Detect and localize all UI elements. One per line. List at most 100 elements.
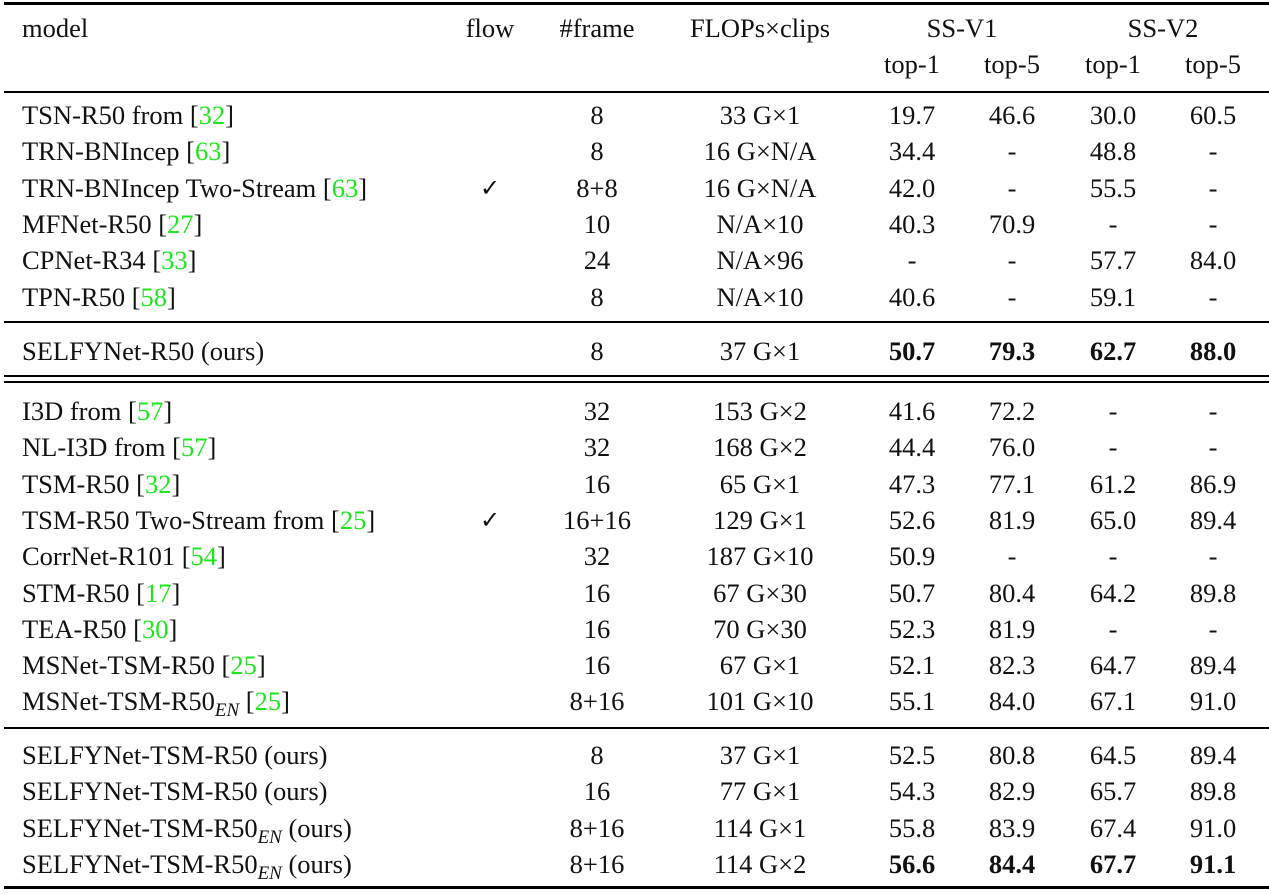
model-cell: TSM-R50 Two-Stream from [25] [22, 502, 375, 538]
v1-top1-cell: 42.0 [888, 172, 936, 203]
cite-bracket-open: [ [245, 686, 255, 717]
v2-top5-cell: 88.0 [1189, 336, 1237, 366]
v1-top1-cell: 56.6 [888, 848, 936, 879]
v2-top5-cell: - [1208, 136, 1218, 167]
cite-bracket-close: ] [193, 208, 203, 239]
frame-cell: 16 [583, 577, 611, 608]
v2-top1-cell: 65.7 [1089, 776, 1137, 807]
model-cell: MSNet-TSM-R50 [25] [22, 647, 266, 683]
v1-top5-cell: 84.0 [988, 686, 1036, 717]
v1-top1-cell: 41.6 [888, 396, 936, 426]
table-row: MFNet-R50 [27] 10 N/A×10 40.3 70.9 - - [0, 206, 1269, 242]
header-flops: FLOPs×clips [689, 13, 831, 43]
cite-bracket-close: ] [187, 245, 197, 276]
cite-bracket-open: [ [221, 650, 231, 681]
model-cell: SELFYNet-TSM-R50EN (ours) [22, 810, 352, 850]
table-row: I3D from [57] 32 153 G×2 41.6 72.2 - - [0, 393, 1269, 429]
citation-link: 25 [254, 686, 282, 717]
cite-bracket-open: [ [152, 245, 162, 276]
model-cell: STM-R50 [17] [22, 575, 180, 611]
citation-link: 63 [194, 136, 222, 167]
v1-top1-cell: 19.7 [888, 100, 936, 130]
table-row: TSN-R50 from [32] 8 33 G×1 19.7 46.6 30.0 60.5 [0, 97, 1269, 133]
v2-top5-cell: 89.4 [1189, 504, 1237, 535]
v1-top1-cell: - [907, 245, 917, 276]
v2-top1-cell: 48.8 [1089, 136, 1137, 167]
header-ssv2-top1: top-1 [1085, 49, 1141, 79]
v2-top5-cell: 89.8 [1189, 776, 1237, 807]
table-row: TEA-R50 [30] 16 70 G×30 52.3 81.9 - - [0, 611, 1269, 647]
group-rule-1 [4, 321, 1269, 323]
table-row: SELFYNet-TSM-R50 (ours) 8 37 G×1 52.5 80.8 64… [0, 737, 1269, 773]
v2-top1-cell: - [1108, 541, 1118, 572]
frame-cell: 16 [583, 613, 611, 644]
citation-link: 63 [331, 172, 359, 203]
v1-top5-cell: 80.4 [988, 577, 1036, 608]
model-name: CorrNet-R101 [22, 541, 182, 572]
v2-top5-cell: 89.4 [1189, 740, 1237, 770]
v1-top1-cell: 40.6 [888, 281, 936, 312]
v1-top1-cell: 52.1 [888, 650, 936, 681]
frame-cell: 8 [590, 100, 604, 130]
table-row: TSM-R50 [32] 16 65 G×1 47.3 77.1 61.2 86.9 [0, 466, 1269, 502]
header-ssv2-top5: top-5 [1185, 49, 1241, 79]
frame-cell: 16 [583, 776, 611, 807]
v2-top5-cell: - [1208, 208, 1218, 239]
model-cell: I3D from [57] [22, 393, 172, 429]
v2-top1-cell: 55.5 [1089, 172, 1137, 203]
cite-bracket-close: ] [225, 100, 234, 130]
model-cell: TPN-R50 [58] [22, 279, 176, 315]
citation-link: 57 [136, 396, 164, 426]
flops-cell: 33 G×1 [719, 100, 801, 130]
v2-top1-cell: 64.2 [1089, 577, 1137, 608]
v2-top1-cell: 59.1 [1089, 281, 1137, 312]
frame-cell: 8 [590, 336, 604, 366]
v1-top5-cell: 82.3 [988, 650, 1036, 681]
cite-bracket-close: ] [163, 396, 173, 426]
v2-top5-cell: - [1208, 613, 1218, 644]
cite-bracket-close: ] [281, 686, 290, 717]
model-cell: TRN-BNIncep [63] [22, 133, 230, 169]
header-ssv1-top5: top-5 [984, 49, 1040, 79]
model-name: SELFYNet-TSM-R50 (ours) [22, 740, 328, 770]
v2-top1-cell: - [1108, 432, 1118, 463]
model-name: SELFYNet-TSM-R50 (ours) [22, 776, 328, 807]
cite-bracket-open: [ [181, 541, 191, 572]
v1-top5-cell: - [1007, 541, 1017, 572]
citation-link: 54 [190, 541, 218, 572]
cite-bracket-close: ] [217, 541, 226, 572]
model-cell: CorrNet-R101 [54] [22, 538, 226, 574]
frame-cell: 32 [583, 396, 611, 426]
v1-top5-cell: 70.9 [988, 208, 1036, 239]
citation-link: 33 [161, 245, 188, 276]
frame-cell: 10 [583, 208, 611, 239]
frame-cell: 8+16 [569, 812, 625, 843]
citation-link: 32 [198, 100, 226, 130]
cite-bracket-open: [ [331, 504, 340, 535]
model-name: STM-R50 [22, 577, 137, 608]
flops-cell: 37 G×1 [719, 336, 801, 366]
v2-top5-cell: - [1208, 172, 1218, 203]
model-name: MSNet-TSM-R50 [22, 686, 215, 717]
v1-top5-cell: 81.9 [988, 613, 1036, 644]
frame-cell: 8 [590, 740, 604, 770]
model-name: CPNet-R34 [22, 245, 153, 276]
model-name: SELFYNet-TSM-R50 [22, 812, 258, 843]
v2-top5-cell: 60.5 [1189, 100, 1237, 130]
v2-top1-cell: 67.7 [1089, 848, 1137, 879]
cite-bracket-open: [ [127, 396, 137, 426]
double-rule-top [4, 375, 1269, 377]
v2-top5-cell: 91.1 [1189, 848, 1237, 879]
table-row: CorrNet-R101 [54] 32 187 G×10 50.9 - - - [0, 538, 1269, 574]
v1-top1-cell: 52.6 [888, 504, 936, 535]
frame-cell: 32 [583, 541, 611, 572]
model-name: TRN-BNIncep Two-Stream [22, 172, 323, 203]
model-suffix: (ours) [281, 812, 352, 843]
cite-bracket-close: ] [221, 136, 231, 167]
table-row: MSNet-TSM-R50 [25] 16 67 G×1 52.1 82.3 64.7 89… [0, 647, 1269, 683]
table-row: SELFYNet-TSM-R50EN (ours) 8+16 114 G×2 56.6… [0, 846, 1269, 884]
v1-top1-cell: 40.3 [888, 208, 936, 239]
flops-cell: 65 G×1 [719, 468, 801, 499]
v1-top1-cell: 52.5 [888, 740, 936, 770]
model-name: SELFYNet-TSM-R50 [22, 848, 258, 879]
